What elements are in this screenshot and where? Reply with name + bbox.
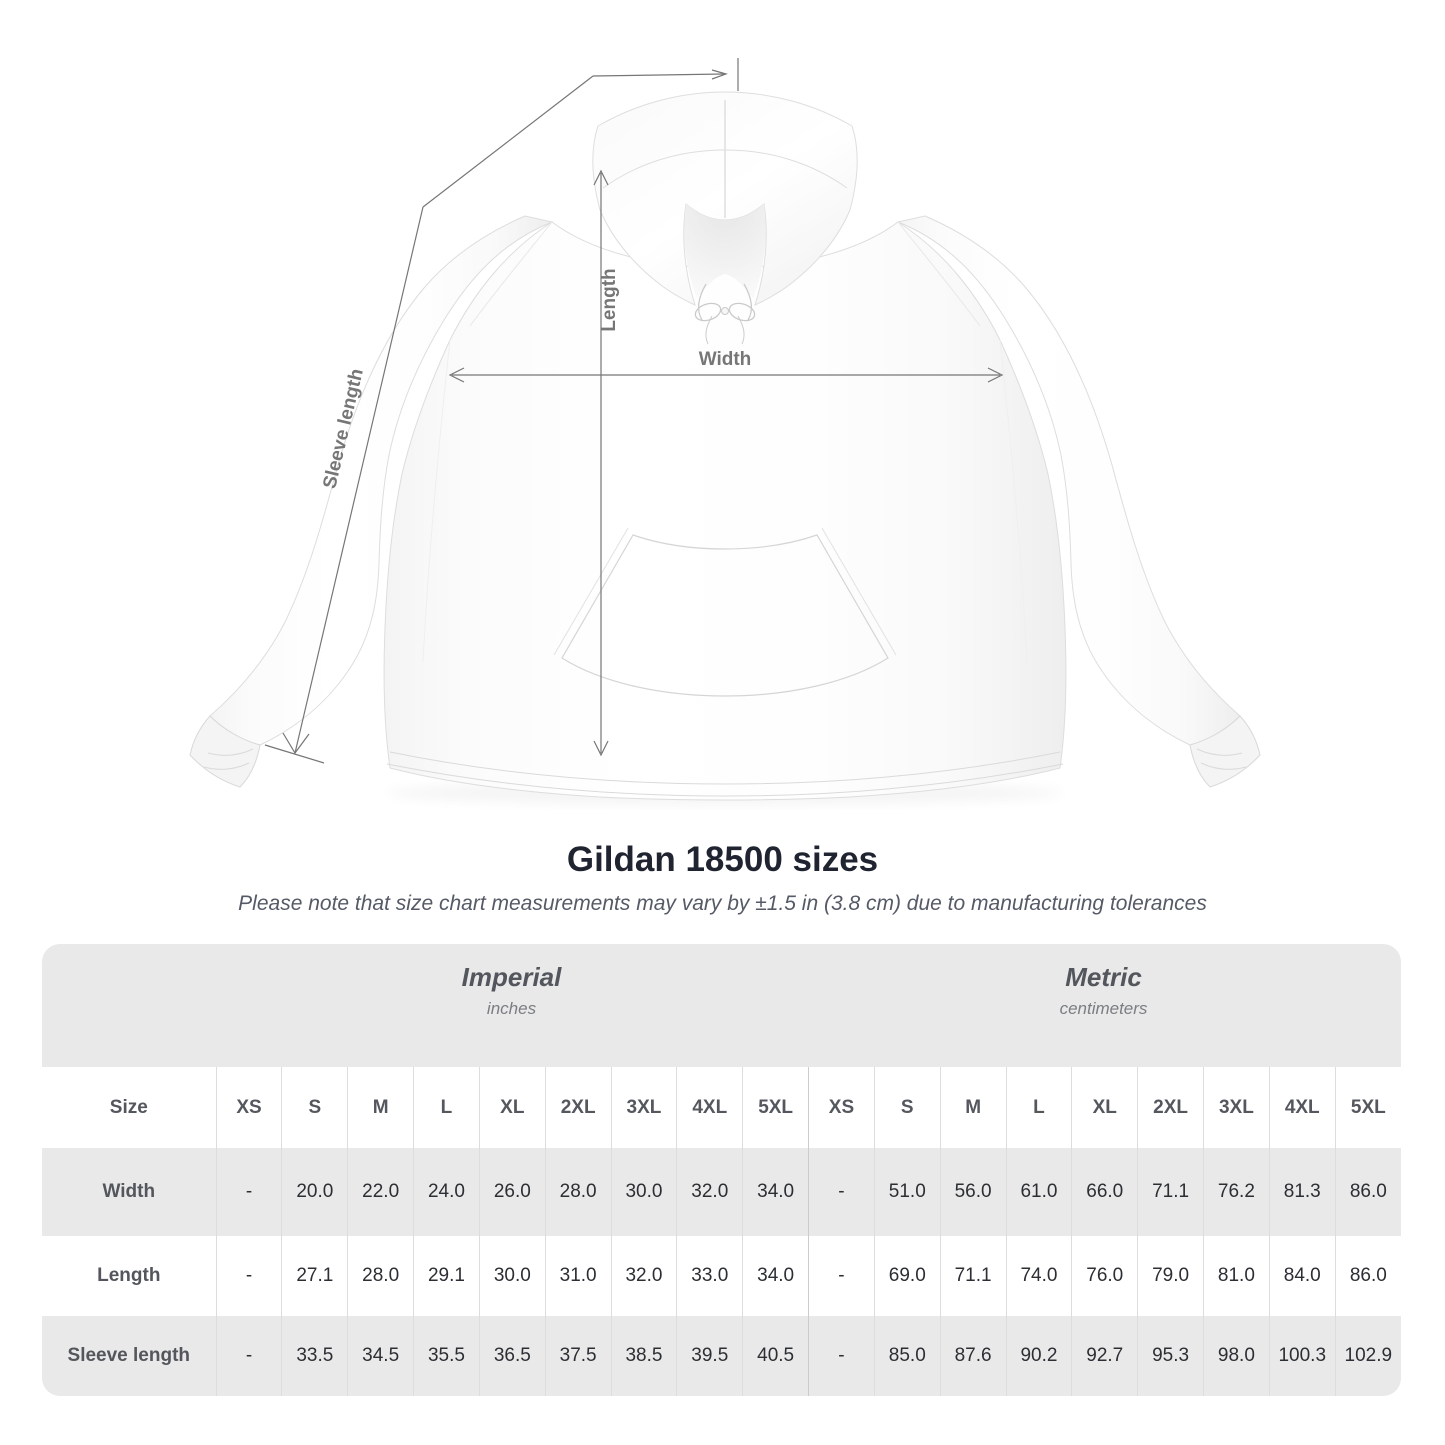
svg-text:Length: Length — [599, 268, 620, 331]
svg-text:Width: Width — [699, 349, 752, 370]
